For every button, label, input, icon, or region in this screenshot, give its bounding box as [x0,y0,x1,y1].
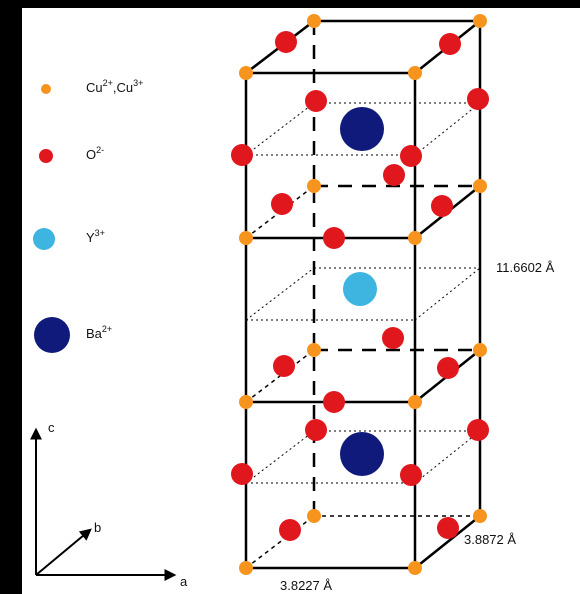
right-depth-edge-level-3 [414,515,481,569]
c-length-label: 11.6602 Å [496,260,555,275]
copper-atom [473,179,487,193]
yttrium-atom [343,272,377,306]
oxygen-atom [305,90,327,112]
oxygen-atom [439,33,461,55]
midplane-left-1 [245,267,315,321]
copper-atom [307,343,321,357]
legend-swatches [33,84,70,353]
oxygen-atom [271,193,293,215]
axis-b-label: b [94,520,102,535]
axis-a-label: a [180,574,188,589]
unit-cell-diagram [231,14,489,575]
oxygen-atom [231,144,253,166]
a-length-label: 3.8227 Å [280,578,333,593]
midplane-right-2 [414,430,481,484]
copper-atom [239,395,253,409]
oxygen-atom [273,355,295,377]
oxygen-atom [323,227,345,249]
copper-atom [307,509,321,523]
oxygen-atom [275,31,297,53]
midplane-right-1 [414,267,481,321]
copper-atom [408,395,422,409]
copper-atom [307,14,321,28]
legend-swatch-copper [41,84,51,94]
axis-c-label: c [48,420,55,435]
bottom-left-depth [245,515,315,569]
oxygen-atom [305,419,327,441]
oxygen-atom [279,519,301,541]
barium-atom [340,432,384,476]
legend-label-copper: Cu2+,Cu3+ [86,78,144,95]
legend-swatch-oxygen [39,149,53,163]
oxygen-atom [467,419,489,441]
midplane-left-0 [245,102,315,156]
oxygen-atom [431,195,453,217]
b-length-label: 3.8872 Å [464,532,517,547]
legend-swatch-yttrium [33,228,55,250]
copper-atom [473,14,487,28]
oxygen-atom [467,88,489,110]
oxygen-atom [437,517,459,539]
midplane-right-0 [414,102,481,156]
midplane-left-2 [245,430,315,484]
legend-label-yttrium: Y3+ [86,228,105,245]
oxygen-atom [400,145,422,167]
barium-atom [340,107,384,151]
copper-atom [408,561,422,575]
figure-panel: Cu2+,Cu3+ O2- Y3+ Ba2+ c b a 11.66 [22,8,580,594]
copper-atom [473,343,487,357]
copper-atom [307,179,321,193]
oxygen-atom [382,327,404,349]
legend-label-oxygen: O2- [86,145,105,162]
copper-atom [239,66,253,80]
oxygen-atom [400,464,422,486]
legend-label-barium: Ba2+ [86,324,113,341]
copper-atom [239,561,253,575]
axis-triad [30,427,177,581]
oxygen-atom [231,463,253,485]
oxygen-atom [437,357,459,379]
axis-b-arrow [35,528,92,576]
oxygen-atom [323,391,345,413]
oxygen-atom [383,164,405,186]
legend-swatch-barium [34,317,70,353]
copper-atom [408,66,422,80]
copper-atom [473,509,487,523]
copper-atom [239,231,253,245]
copper-atom [408,231,422,245]
